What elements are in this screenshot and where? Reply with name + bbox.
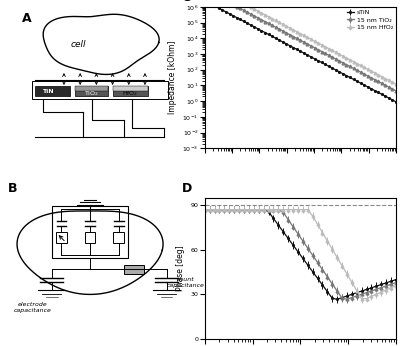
- Y-axis label: Impedance [kOhm]: Impedance [kOhm]: [168, 41, 177, 114]
- Bar: [56, 232, 67, 244]
- Text: B: B: [8, 182, 17, 195]
- Bar: [113, 232, 124, 244]
- Text: shunt
capacitance: shunt capacitance: [167, 277, 204, 288]
- Bar: [112, 86, 148, 96]
- Text: cell: cell: [70, 40, 86, 49]
- Text: electrode
capacitance: electrode capacitance: [14, 302, 52, 313]
- Text: TiO$_2$: TiO$_2$: [84, 89, 99, 98]
- Bar: [75, 86, 108, 96]
- Legend: sTiN, 15 nm TiO₂, 15 nm HfO₂: sTiN, 15 nm TiO₂, 15 nm HfO₂: [347, 10, 393, 30]
- Bar: [32, 81, 168, 99]
- Text: D: D: [182, 182, 192, 195]
- Text: HfO$_2$: HfO$_2$: [122, 89, 138, 98]
- Text: A: A: [22, 12, 32, 25]
- Bar: [35, 86, 70, 96]
- Bar: [52, 206, 128, 258]
- Bar: [85, 232, 96, 244]
- Text: C: C: [182, 0, 191, 4]
- Text: TiN: TiN: [42, 90, 54, 94]
- Bar: [75, 86, 108, 91]
- Bar: [112, 86, 148, 91]
- Bar: [124, 265, 144, 274]
- Y-axis label: Phase [deg]: Phase [deg]: [176, 246, 185, 291]
